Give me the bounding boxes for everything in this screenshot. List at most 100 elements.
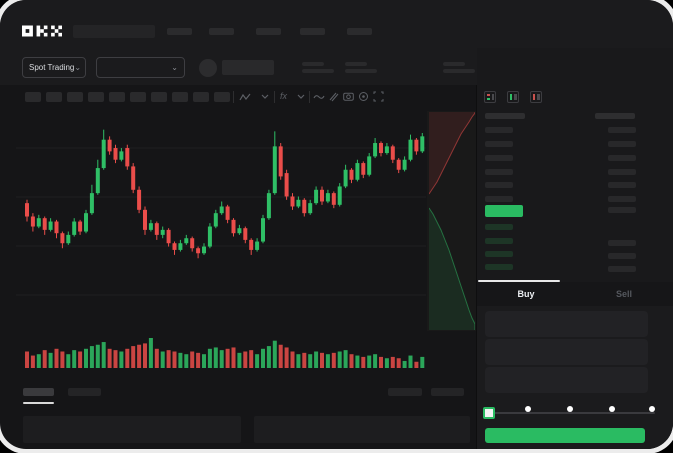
candle-type-icon[interactable]: [239, 92, 252, 103]
price-input[interactable]: [485, 311, 648, 337]
timeframe-button-placeholder[interactable]: [88, 92, 104, 102]
tab-sell[interactable]: Sell: [575, 282, 673, 306]
orderbook-bids-view-icon[interactable]: [507, 91, 519, 103]
nav-item-placeholder[interactable]: [300, 28, 325, 35]
timeframe-button-placeholder[interactable]: [46, 92, 62, 102]
bid-row-price[interactable]: [485, 251, 513, 257]
camera-icon[interactable]: [343, 91, 354, 101]
chevron-down-icon[interactable]: [297, 94, 305, 100]
stat-label-placeholder: [345, 62, 367, 66]
ask-row-price[interactable]: [485, 155, 513, 161]
bid-row-price[interactable]: [485, 264, 513, 270]
depth-chart: [429, 112, 475, 330]
total-input[interactable]: [485, 367, 648, 393]
timeframe-button-placeholder[interactable]: [130, 92, 146, 102]
market-stat-pair: [443, 62, 475, 74]
bottom-action-placeholder[interactable]: [431, 388, 464, 396]
draw-tool-icon[interactable]: [328, 91, 339, 102]
okx-logo-icon: [22, 25, 62, 37]
orderbook-asks-view-icon[interactable]: [530, 91, 542, 103]
bid-row-amount[interactable]: [608, 253, 636, 259]
bottom-tab-active-underline: [23, 402, 54, 404]
slider-stop-75[interactable]: [609, 406, 615, 412]
bottom-action-placeholder[interactable]: [388, 388, 422, 396]
timeframe-button-placeholder[interactable]: [151, 92, 167, 102]
order-form-tabs: Buy Sell: [477, 282, 673, 306]
timeframe-button-placeholder[interactable]: [172, 92, 188, 102]
line-tool-icon[interactable]: [313, 93, 325, 101]
timeframe-button-placeholder[interactable]: [193, 92, 209, 102]
tab-buy[interactable]: Buy: [477, 282, 575, 306]
bid-row-amount[interactable]: [608, 266, 636, 272]
top-header: Spot Trading ⌄ ⌄: [0, 0, 673, 85]
ask-row-price[interactable]: [485, 169, 513, 175]
market-stat-pair: [302, 62, 334, 74]
nav-item-placeholder[interactable]: [347, 28, 372, 35]
timeframe-button-placeholder[interactable]: [25, 92, 41, 102]
orderbook-header-amount: [595, 113, 635, 119]
toolbar-divider: [233, 91, 234, 103]
tab-buy-label: Buy: [517, 289, 535, 299]
slider-stop-25[interactable]: [525, 406, 531, 412]
timeframe-button-placeholder[interactable]: [109, 92, 125, 102]
chevron-down-icon[interactable]: [261, 94, 269, 100]
ask-row-amount[interactable]: [608, 169, 636, 175]
toolbar-divider: [309, 91, 310, 103]
ask-row-amount[interactable]: [608, 182, 636, 188]
slider-handle[interactable]: [483, 407, 495, 419]
ask-row-amount[interactable]: [608, 127, 636, 133]
orders-table-placeholder: [254, 416, 470, 443]
ask-row-amount[interactable]: [608, 196, 636, 202]
stat-value-placeholder: [443, 69, 475, 73]
bottom-tab-open-orders[interactable]: [23, 388, 54, 396]
bid-row-amount[interactable]: [608, 240, 636, 246]
orderbook-header-price: [485, 113, 525, 119]
order-form: [477, 306, 673, 449]
stat-value-placeholder: [345, 69, 377, 73]
slider-stop-100[interactable]: [649, 406, 655, 412]
toolbar-divider: [274, 91, 275, 103]
timeframe-button-placeholder[interactable]: [214, 92, 230, 102]
ask-row-amount[interactable]: [608, 155, 636, 161]
bottom-tab-order-history[interactable]: [68, 388, 101, 396]
stat-label-placeholder: [443, 62, 465, 66]
nav-item-placeholder[interactable]: [256, 28, 281, 35]
settings-icon[interactable]: [358, 91, 369, 102]
slider-track[interactable]: [486, 412, 655, 414]
indicator-fx-icon[interactable]: fx: [280, 91, 288, 101]
nav-item-placeholder[interactable]: [209, 28, 234, 35]
amount-slider[interactable]: [483, 406, 655, 419]
ask-row-price[interactable]: [485, 182, 513, 188]
ask-row-price[interactable]: [485, 127, 513, 133]
stat-value-placeholder: [302, 69, 334, 73]
volume-chart: [25, 338, 425, 368]
orders-table-placeholder: [23, 416, 241, 443]
tab-sell-label: Sell: [615, 289, 632, 299]
submit-buy-button[interactable]: [485, 428, 645, 443]
bid-row-price[interactable]: [485, 224, 513, 230]
ask-row-amount[interactable]: [608, 141, 636, 147]
bid-row-amount[interactable]: [608, 207, 636, 213]
timeframe-button-placeholder[interactable]: [67, 92, 83, 102]
depth-panel: [427, 111, 477, 331]
order-book: [477, 106, 673, 280]
chevron-down-icon: ⌄: [74, 62, 82, 72]
stat-label-placeholder: [302, 62, 324, 66]
panel-divider: [476, 85, 477, 449]
fullscreen-icon[interactable]: [373, 91, 384, 102]
pair-name-placeholder: [222, 60, 274, 75]
logo-placeholder-bar: [73, 25, 155, 38]
amount-input[interactable]: [485, 339, 648, 365]
candlestick-chart[interactable]: [16, 110, 426, 332]
market-mode-dropdown[interactable]: Spot Trading ⌄: [22, 57, 86, 78]
ask-row-price[interactable]: [485, 196, 513, 202]
market-stat-pair: [345, 62, 377, 74]
nav-item-placeholder[interactable]: [167, 28, 192, 35]
ask-row-price[interactable]: [485, 141, 513, 147]
pair-selector-dropdown[interactable]: ⌄: [96, 57, 185, 78]
slider-stop-50[interactable]: [567, 406, 573, 412]
pair-avatar: [199, 59, 217, 77]
orderbook-split-view-icon[interactable]: [484, 91, 496, 103]
market-mode-label: Spot Trading: [29, 63, 75, 72]
bid-row-price[interactable]: [485, 238, 513, 244]
